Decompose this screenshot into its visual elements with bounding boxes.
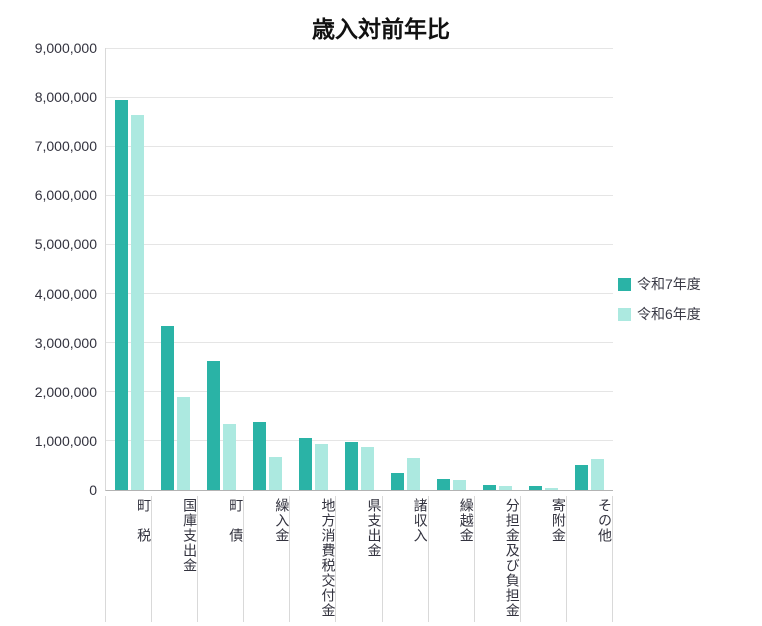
category-separator (565, 496, 567, 622)
y-tick-label: 5,000,000 (34, 236, 97, 253)
chart-title: 歳入対前年比 (312, 16, 450, 42)
x-tick-label: 町 税 (136, 498, 153, 543)
bar-令和6年度-分担金及び負担金 (499, 486, 513, 490)
bar-令和7年度-繰越金 (437, 479, 451, 490)
y-tick-label: 7,000,000 (34, 138, 97, 155)
category-separator (612, 496, 613, 622)
y-tick-label: 6,000,000 (34, 187, 97, 204)
y-tick-label: 0 (89, 482, 97, 498)
bar-令和7年度-町税 (114, 100, 128, 490)
y-tick-label: 3,000,000 (34, 334, 97, 351)
category-separator (197, 496, 199, 622)
legend: 令和7年度令和6年度 (618, 274, 701, 324)
category-separator (381, 496, 383, 622)
category-separator (151, 496, 153, 622)
gridline (106, 243, 613, 245)
gridline (106, 293, 613, 295)
x-tick-label: 寄附金 (550, 498, 567, 543)
legend-swatch (618, 307, 631, 321)
bar-令和6年度-寄附金 (545, 488, 559, 490)
x-tick-label: 地方消費税交付金 (320, 498, 337, 618)
bar-令和7年度-県支出金 (345, 442, 358, 490)
category-separator (105, 496, 106, 622)
legend-item: 令和6年度 (618, 304, 701, 324)
gridline (106, 96, 613, 98)
x-tick-label: その他 (596, 498, 613, 543)
category-separator (335, 496, 337, 622)
y-tick-label: 2,000,000 (34, 383, 97, 400)
bar-令和7年度-国庫支出金 (160, 326, 174, 490)
y-tick-label: 1,000,000 (34, 432, 97, 449)
x-tick-label: 県支出金 (366, 498, 383, 558)
gridline (106, 342, 613, 344)
legend-swatch (618, 277, 631, 291)
gridline (106, 440, 613, 442)
bar-令和6年度-繰越金 (453, 480, 467, 490)
y-tick-label: 8,000,000 (34, 89, 97, 106)
x-tick-label: 町 債 (228, 498, 245, 543)
bar-令和6年度-国庫支出金 (176, 397, 190, 490)
x-axis-labels: 町 税 国庫支出金 町 債 繰入金 地方消費税交付金 県支出金 諸収入 繰越金 分担金及び負担金… (105, 496, 613, 626)
y-tick-label: 4,000,000 (34, 285, 97, 302)
bar-令和7年度-繰入金 (252, 422, 266, 490)
y-tick-label: 9,000,000 (34, 40, 97, 56)
bar-令和6年度-県支出金 (361, 447, 374, 490)
x-tick-label: 繰越金 (458, 498, 475, 543)
x-tick-label: 繰入金 (274, 498, 291, 543)
gridline (106, 391, 613, 393)
gridline (106, 145, 613, 147)
x-tick-label: 諸収入 (412, 498, 429, 543)
bar-令和7年度-分担金及び負担金 (483, 485, 497, 490)
legend-label: 令和6年度 (637, 306, 701, 322)
plot-area (105, 47, 613, 491)
category-separator (243, 496, 245, 622)
bar-令和7年度-諸収入 (391, 473, 405, 490)
category-separator (289, 496, 291, 622)
x-tick-label: 分担金及び負担金 (504, 498, 521, 618)
y-axis-labels: 0 1,000,000 2,000,000 3,000,000 4,000,000 5,0… (0, 40, 97, 498)
category-separator (519, 496, 521, 622)
bar-令和6年度-諸収入 (407, 458, 421, 490)
bar-令和6年度-町税 (130, 115, 144, 490)
category-separator (473, 496, 475, 622)
bar-令和7年度-町債 (206, 361, 220, 490)
bar-令和7年度-地方消費税交付金 (298, 438, 312, 490)
category-separator (427, 496, 429, 622)
bar-令和6年度-町債 (222, 424, 236, 490)
bar-令和7年度-その他 (575, 465, 589, 490)
legend-label: 令和7年度 (637, 276, 701, 292)
legend-item: 令和7年度 (618, 274, 701, 294)
bar-令和6年度-地方消費税交付金 (314, 444, 328, 490)
bar-令和7年度-寄附金 (529, 486, 543, 490)
gridline (106, 194, 613, 196)
bar-令和6年度-繰入金 (268, 457, 282, 490)
bar-令和6年度-その他 (591, 459, 605, 490)
x-tick-label: 国庫支出金 (182, 498, 199, 573)
gridline (106, 47, 613, 49)
